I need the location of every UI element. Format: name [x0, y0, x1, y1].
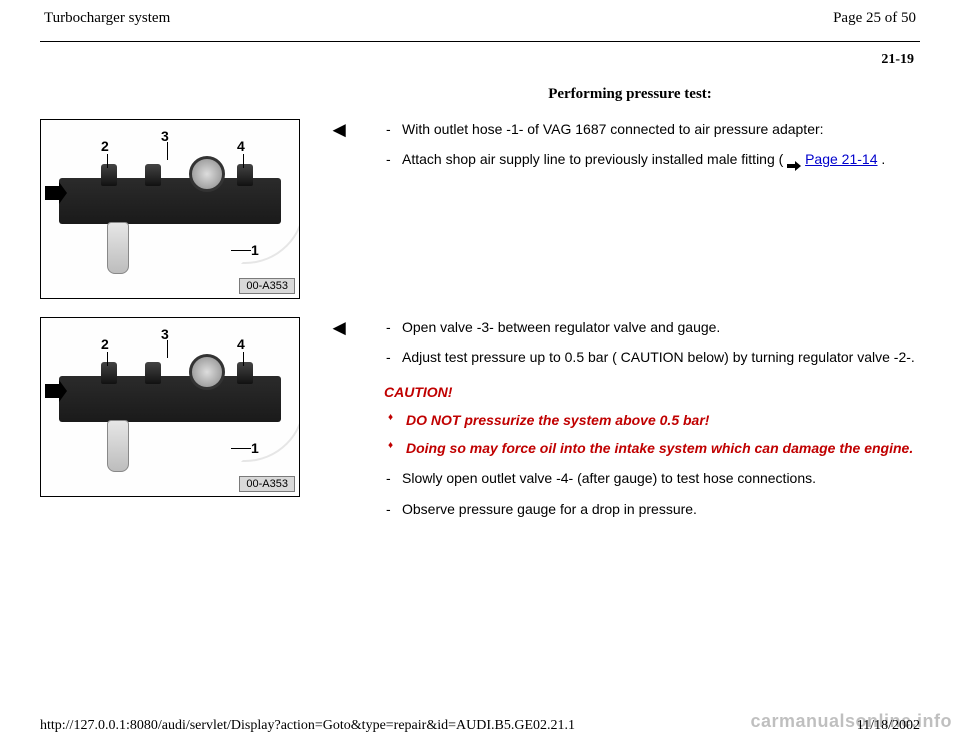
page-link-21-14[interactable]: Page 21-14	[805, 151, 877, 167]
block-marker-icon: ◄	[310, 119, 356, 141]
page-label: 21-19	[40, 52, 920, 68]
watermark: carmanualsonline.info	[750, 711, 952, 732]
block1-item2: Attach shop air supply line to previousl…	[384, 149, 920, 169]
figure-caption: 00-A353	[239, 476, 295, 492]
top-rule	[40, 41, 920, 42]
page-indicator: Page 25 of 50	[833, 10, 916, 27]
figure-cell-2: 2 3 4 1 00-A353	[40, 317, 310, 497]
doc-title: Turbocharger system	[44, 10, 170, 27]
figure-label-1: 1	[251, 242, 259, 258]
section-title: Performing pressure test:	[40, 86, 920, 103]
footer-url: http://127.0.0.1:8080/audi/servlet/Displ…	[40, 718, 575, 734]
big-arrow-icon	[45, 380, 67, 407]
block1-text: With outlet hose -1- of VAG 1687 connect…	[356, 119, 920, 180]
content-block-2: 2 3 4 1 00-A353 ◄ Open valve -3- between…	[40, 317, 920, 529]
block1-item1: With outlet hose -1- of VAG 1687 connect…	[384, 119, 920, 139]
block-marker-icon: ◄	[310, 317, 356, 339]
page: Turbocharger system Page 25 of 50 21-19 …	[0, 0, 960, 742]
figure-label-2: 2	[101, 138, 109, 154]
figure-label-4: 4	[237, 138, 245, 154]
caution-heading: CAUTION!	[384, 382, 920, 402]
header-row: Turbocharger system Page 25 of 50	[40, 10, 920, 33]
block1-item2-pre: Attach shop air supply line to previousl…	[402, 151, 787, 167]
block2-item1: Open valve -3- between regulator valve a…	[384, 317, 920, 337]
figure-cell: 2 3 4 1 00-A353	[40, 119, 310, 299]
figure-label-2: 2	[101, 336, 109, 352]
figure-1: 2 3 4 1 00-A353	[40, 119, 300, 299]
block2-item2: Adjust test pressure up to 0.5 bar ( CAU…	[384, 347, 920, 367]
content-block-1: 2 3 4 1 00-A353 ◄ With outlet hose -1- o…	[40, 119, 920, 299]
block2-text: Open valve -3- between regulator valve a…	[356, 317, 920, 529]
block1-item2-post: .	[881, 151, 885, 167]
big-arrow-icon	[45, 182, 67, 209]
figure-caption: 00-A353	[239, 278, 295, 294]
figure-label-4: 4	[237, 336, 245, 352]
caution-warn2: Doing so may force oil into the intake s…	[384, 438, 920, 458]
link-arrow-icon	[787, 156, 801, 166]
block2-item3: Slowly open outlet valve -4- (after gaug…	[384, 468, 920, 488]
caution-warn1: DO NOT pressurize the system above 0.5 b…	[384, 410, 920, 430]
block2-item4: Observe pressure gauge for a drop in pre…	[384, 499, 920, 519]
figure-label-1: 1	[251, 440, 259, 456]
figure-2: 2 3 4 1 00-A353	[40, 317, 300, 497]
